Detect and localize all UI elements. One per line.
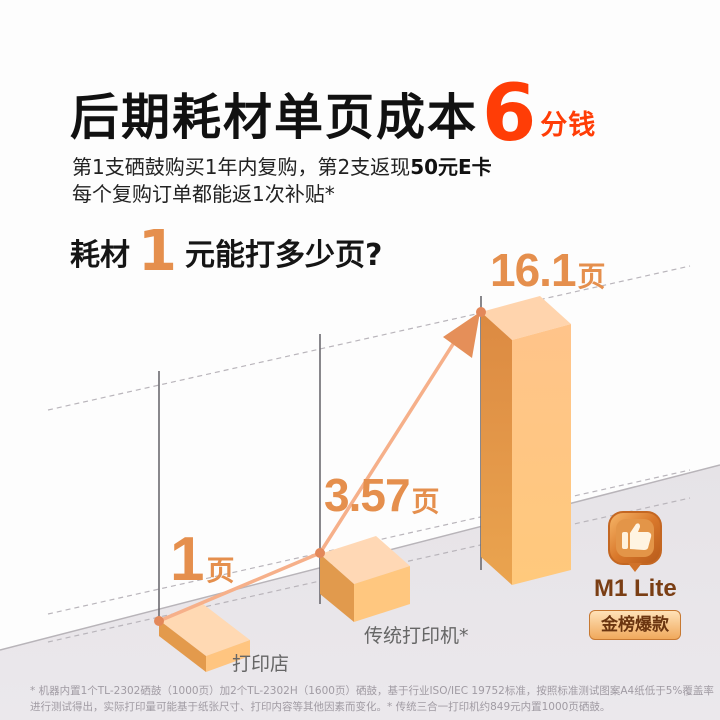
- value-number: 16.1: [490, 244, 577, 296]
- subtitle-line-2: 每个复购订单都能返1次补贴*: [72, 182, 335, 206]
- bar-m1-lite: [481, 296, 571, 585]
- subtitle-line-1: 第1支硒鼓购买1年内复购，第2支返现50元E卡: [72, 154, 492, 180]
- bar-traditional-printer: [320, 536, 410, 622]
- trend-arrow: [154, 307, 486, 626]
- footnote-line-1: * 机器内置1个TL-2302硒鼓（1000页）加2个TL-2302H（1600…: [30, 685, 714, 697]
- headline-number: 6: [482, 69, 537, 159]
- headline: 后期耗材单页成本6 分钱: [70, 75, 597, 156]
- thumbs-up-icon: [608, 511, 662, 572]
- value-unit: 页: [206, 554, 235, 587]
- value-number: 3.57: [324, 469, 411, 521]
- question-prefix: 耗材: [70, 238, 130, 273]
- question-number: 1: [138, 219, 177, 284]
- headline-text: 后期耗材单页成本: [70, 89, 479, 146]
- subtitle-text: 第1支硒鼓购买1年内复购，第2支返现: [72, 155, 411, 179]
- value-label-traditional-printer: 3.57页: [324, 469, 440, 527]
- value-label-print-shop: 1页: [170, 527, 235, 604]
- bar-print-shop: [159, 604, 250, 672]
- badge-pill: 金榜爆款: [589, 610, 681, 640]
- badge-title: M1 Lite: [594, 575, 677, 602]
- question-suffix: 元能打多少页?: [184, 238, 383, 273]
- category-label-traditional-printer: 传统打印机*: [364, 625, 469, 647]
- category-label-print-shop: 打印店: [232, 653, 290, 675]
- value-unit: 页: [577, 260, 606, 293]
- footnote-line-2: 进行测试得出，实际打印量可能基于纸张尺寸、打印内容等其他因素而变化。* 传统三合…: [30, 701, 611, 713]
- chart-question: 耗材 1 元能打多少页?: [70, 222, 382, 281]
- value-number: 1: [170, 525, 205, 594]
- value-label-m1-lite: 16.1页: [490, 244, 606, 303]
- headline-unit: 分钱: [540, 110, 597, 141]
- subtitle-highlight: 50元E卡: [410, 155, 492, 179]
- value-unit: 页: [411, 485, 440, 518]
